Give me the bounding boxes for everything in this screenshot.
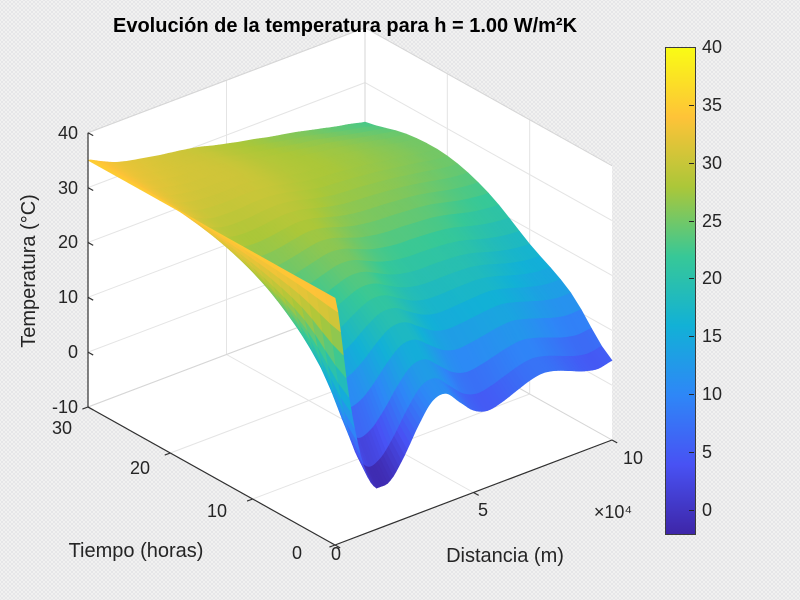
y-axis-label: Tiempo (horas)	[68, 540, 204, 562]
y-tick-label: 0	[291, 543, 303, 563]
y-tick-label: 20	[129, 458, 151, 478]
y-tick-label: 30	[51, 418, 73, 438]
colorbar-tick-label: 0	[702, 499, 713, 520]
colorbar-tick-mark	[689, 220, 694, 222]
colorbar-tick-mark	[689, 162, 694, 164]
colorbar-tick-mark	[689, 452, 694, 453]
colorbar-tick-mark	[689, 278, 694, 280]
x-tick-label: 0	[330, 544, 342, 564]
colorbar-gradient	[666, 48, 695, 534]
x-axis-label: Distancia (m)	[446, 545, 564, 567]
colorbar	[665, 47, 696, 535]
colorbar-tick-label: 25	[702, 210, 723, 231]
colorbar-tick-label: 30	[702, 152, 723, 173]
colorbar-tick-label: 15	[702, 326, 723, 347]
z-tick-label: -10	[51, 397, 78, 417]
z-tick-label: 30	[57, 177, 78, 198]
z-tick-label: 20	[57, 232, 78, 253]
colorbar-tick-mark	[689, 336, 694, 338]
x-tick-label: 10	[622, 448, 644, 468]
colorbar-tick-mark	[689, 394, 694, 396]
x-axis-multiplier: ×10⁴	[593, 502, 633, 522]
colorbar-tick-label: 40	[702, 37, 723, 57]
colorbar-tick-label: 10	[702, 384, 723, 405]
colorbar-tick-mark	[689, 509, 694, 511]
z-tick-label: 40	[57, 122, 78, 143]
colorbar-tick-label: 5	[702, 442, 713, 462]
colorbar-tick-label: 35	[702, 94, 723, 115]
z-axis-label: Temperatura (°C)	[18, 194, 40, 348]
colorbar-tick-label: 20	[702, 268, 723, 289]
z-tick-label: 0	[67, 342, 78, 363]
colorbar-tick-mark	[689, 104, 694, 106]
z-tick-label: 10	[57, 287, 78, 308]
y-tick-label: 10	[206, 501, 228, 521]
x-tick-label: 5	[477, 500, 489, 520]
chart-title: Evolución de la temperatura para h = 1.0…	[112, 15, 578, 37]
